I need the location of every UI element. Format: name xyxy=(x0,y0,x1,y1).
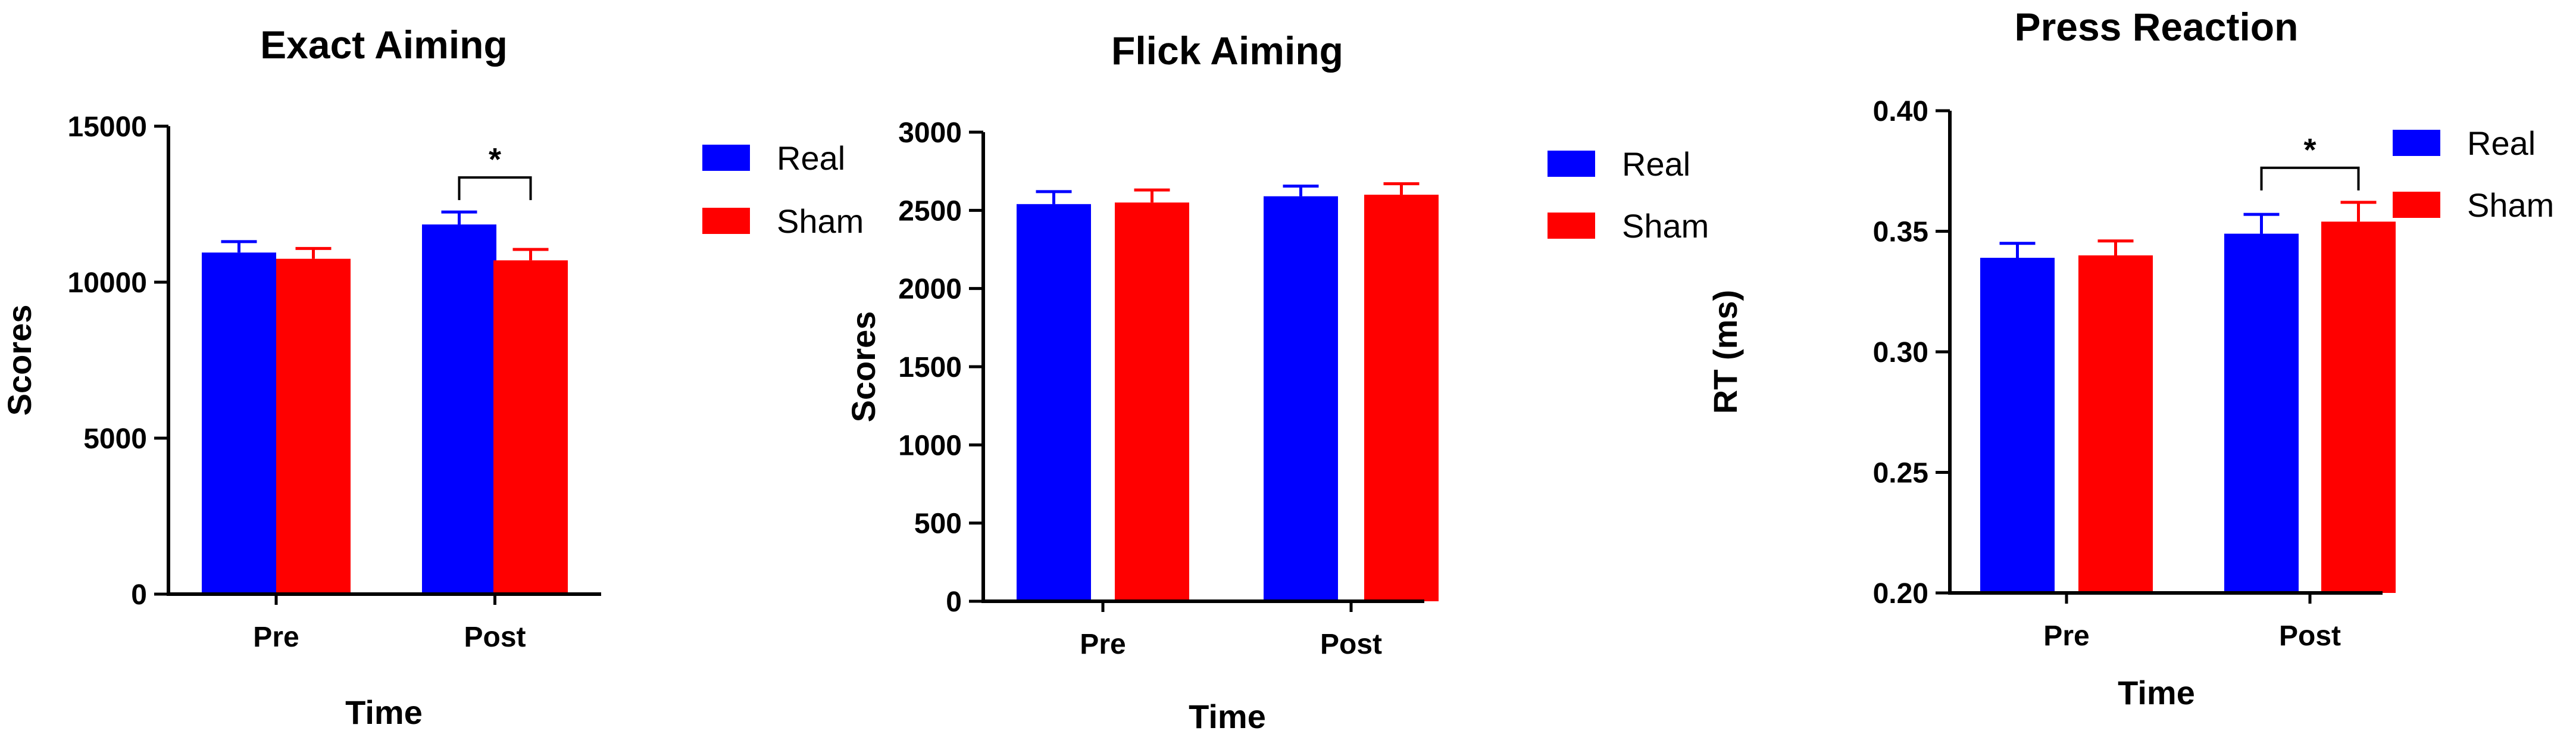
legend-swatch-sham xyxy=(1548,213,1595,239)
bar-sham-pre xyxy=(2078,255,2153,593)
legend-swatch-sham xyxy=(702,208,750,234)
legend-label-real: Real xyxy=(777,139,845,177)
legend-swatch-real xyxy=(1548,151,1595,177)
x-tick-label-pre: Pre xyxy=(253,622,299,653)
legend-label-sham: Sham xyxy=(777,202,864,240)
x-tick-label-post: Post xyxy=(464,622,526,653)
legend-label-real: Real xyxy=(1622,145,1690,183)
significance-marker: * xyxy=(489,142,501,177)
x-axis-label: Time xyxy=(345,694,423,731)
bar-sham-post xyxy=(493,260,568,594)
y-tick-label: 15000 xyxy=(68,111,147,143)
y-tick-label: 0 xyxy=(946,586,962,618)
y-tick-label: 500 xyxy=(914,508,962,540)
x-axis-label: Time xyxy=(1189,698,1266,734)
x-tick-label-post: Post xyxy=(2279,620,2341,652)
legend-swatch-sham xyxy=(2393,192,2440,218)
chart-panel-3: Press Reaction RT (ms) Time Pre Post 0.20 0.25… xyxy=(1706,5,2554,711)
legend-swatch-real xyxy=(702,145,750,171)
bar-real-post xyxy=(1264,196,1338,601)
x-tick-label-post: Post xyxy=(1320,629,1382,660)
bar-real-pre xyxy=(1980,258,2055,593)
significance-marker: * xyxy=(2303,132,2316,168)
y-tick-label: 1500 xyxy=(898,352,962,383)
legend-swatch-real xyxy=(2393,130,2440,156)
y-tick-label: 2500 xyxy=(898,195,962,227)
y-tick-label: 5000 xyxy=(83,423,147,455)
y-axis-label: Scores xyxy=(845,311,882,423)
x-tick-label-pre: Pre xyxy=(1080,629,1126,660)
bar-sham-post xyxy=(1364,195,1439,602)
y-tick-label: 0.30 xyxy=(1873,337,1928,368)
chart-title: Press Reaction xyxy=(2015,5,2299,49)
significance-bracket xyxy=(458,176,532,201)
chart-panel-1: Exact Aiming Scores Time Pre Post 0 5000 10000 1… xyxy=(1,23,864,731)
y-tick-label: 0 xyxy=(131,579,147,611)
x-axis-label: Time xyxy=(2118,674,2195,711)
y-axis-label: RT (ms) xyxy=(1706,290,1744,414)
bar-sham-pre xyxy=(1115,202,1189,601)
y-tick-label: 2000 xyxy=(898,274,962,305)
bar-sham-post xyxy=(2321,221,2396,593)
bar-real-pre xyxy=(1017,204,1091,601)
y-tick-label: 3000 xyxy=(898,117,962,149)
x-tick-label-pre: Pre xyxy=(2043,620,2089,652)
y-tick-label: 0.40 xyxy=(1873,96,1928,127)
y-tick-label: 0.25 xyxy=(1873,458,1928,489)
chart-title: Flick Aiming xyxy=(1111,29,1343,73)
y-tick-label: 1000 xyxy=(898,430,962,461)
bar-real-post xyxy=(2224,233,2299,593)
y-axis-label: Scores xyxy=(1,305,38,416)
legend-label-sham: Sham xyxy=(1622,207,1709,245)
legend-label-sham: Sham xyxy=(2467,186,2554,224)
y-tick-label: 0.35 xyxy=(1873,217,1928,248)
legend-label-real: Real xyxy=(2467,124,2536,162)
chart-panel-2: Flick Aiming Scores Time Pre Post 0 500 1000 150… xyxy=(845,29,1709,735)
bar-real-pre xyxy=(202,252,276,595)
y-tick-label: 0.20 xyxy=(1873,578,1928,610)
y-tick-label: 10000 xyxy=(68,267,147,299)
bar-sham-pre xyxy=(276,258,351,594)
significance-bracket xyxy=(2260,166,2360,191)
bar-real-post xyxy=(422,224,496,594)
chart-title: Exact Aiming xyxy=(260,23,508,67)
